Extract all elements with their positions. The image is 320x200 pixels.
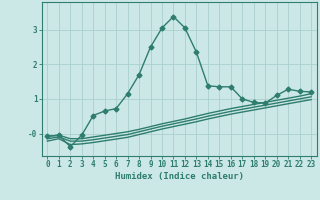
X-axis label: Humidex (Indice chaleur): Humidex (Indice chaleur) xyxy=(115,172,244,181)
